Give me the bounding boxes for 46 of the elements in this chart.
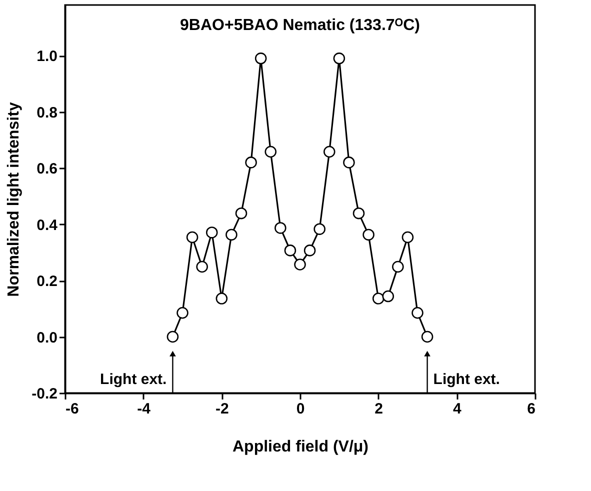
point: [323, 146, 336, 158]
x-tick-label: 2: [374, 400, 384, 418]
y-tick-label: 0.2: [36, 273, 58, 290]
point: [412, 306, 424, 319]
point: [176, 306, 188, 319]
point: [362, 228, 374, 241]
point: [206, 226, 218, 238]
point: [235, 207, 248, 220]
point: [186, 231, 198, 244]
point: [304, 244, 316, 256]
y-tick-label: 1.0: [36, 48, 58, 66]
point: [392, 260, 404, 273]
point: [196, 260, 208, 273]
point: [294, 258, 306, 270]
x-tick-label: -6: [66, 400, 79, 418]
point: [343, 156, 355, 168]
x-tick-label: 6: [527, 400, 536, 418]
x-tick-label: -4: [137, 400, 152, 418]
y-tick-label: 0.6: [36, 160, 58, 178]
y-axis-title: Normalized light intensity: [6, 102, 23, 297]
point: [274, 222, 286, 234]
point: [352, 207, 365, 220]
point: [372, 292, 384, 304]
point: [166, 330, 179, 343]
annotation: Light ext.: [433, 371, 500, 388]
annotation: Light ext.: [100, 371, 167, 388]
point: [216, 292, 228, 304]
x-tick-label: 4: [452, 400, 462, 418]
y-tick-label: 0.8: [36, 104, 58, 122]
point: [314, 223, 326, 235]
point: [333, 52, 346, 64]
x-axis-title: Applied field (V/μ): [232, 438, 369, 456]
point: [421, 330, 434, 343]
point: [254, 52, 267, 64]
point: [264, 146, 277, 158]
y-tick-label: 0.0: [36, 329, 58, 346]
point: [284, 244, 296, 256]
y-tick-label: -0.2: [32, 386, 58, 402]
y-tick-label: 0.4: [36, 216, 58, 234]
text: 9BAO+5BAO Nematic (133.7ᴼC): [180, 17, 420, 34]
point: [245, 156, 257, 168]
point: [382, 290, 394, 302]
x-tick-label: -2: [215, 400, 229, 418]
x-tick-label: 0: [296, 400, 305, 418]
point: [402, 231, 414, 244]
point: [226, 228, 238, 241]
